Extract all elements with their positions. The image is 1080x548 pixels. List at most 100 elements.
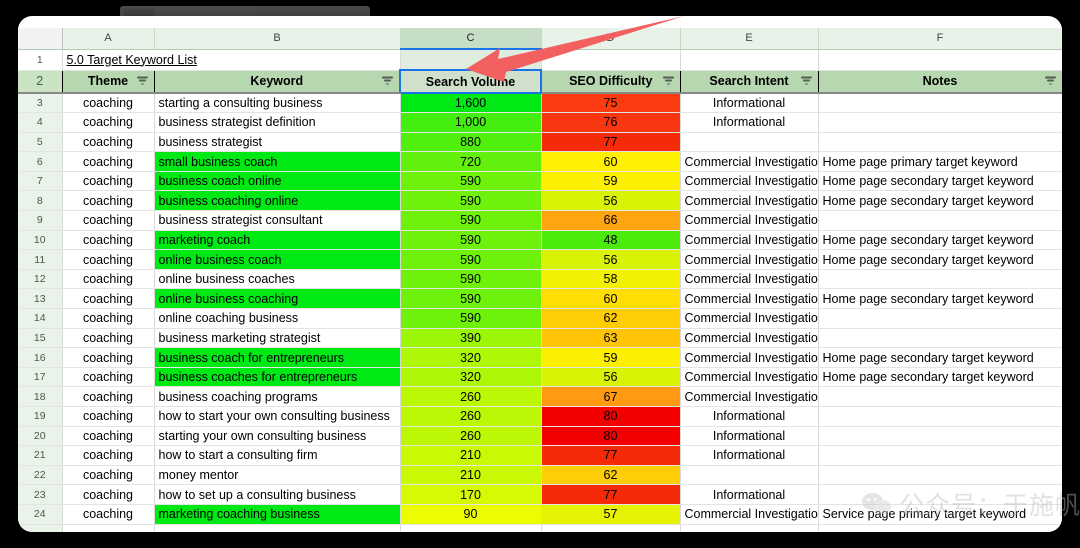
table-row[interactable]: 10 coaching marketing coach 590 48 Commercial… [18, 230, 1062, 251]
cell-search-intent[interactable]: Commercial Investigation [680, 190, 819, 212]
table-row[interactable]: 20 coaching starting your own consulting b… [18, 426, 1062, 447]
column-header-b[interactable]: B [154, 28, 401, 50]
table-row[interactable]: 3 coaching starting a consulting business 1… [18, 93, 1062, 114]
cell-notes[interactable]: Service page primary target keyword [818, 504, 1062, 525]
cell-notes[interactable] [818, 112, 1062, 133]
cell-keyword[interactable]: starting your own consulting business [154, 426, 401, 447]
row-number[interactable]: 5 [18, 132, 63, 153]
cell-search-volume[interactable]: 320 [400, 367, 542, 388]
table-row[interactable]: 19 coaching how to start your own consulti… [18, 406, 1062, 427]
empty-cell-e1[interactable] [680, 49, 819, 71]
table-row[interactable]: 5 coaching business strategist 880 77 [18, 132, 1062, 153]
table-row[interactable]: 17 coaching business coaches for entrepren… [18, 367, 1062, 388]
cell-search-volume[interactable]: 590 [400, 171, 542, 192]
cell-theme[interactable]: coaching [62, 308, 155, 329]
cell-notes[interactable] [818, 406, 1062, 427]
cell-theme[interactable]: coaching [62, 210, 155, 231]
cell-notes[interactable]: Home page secondary target keyword [818, 249, 1062, 270]
cell-theme[interactable]: coaching [62, 93, 155, 114]
cell-keyword[interactable]: business coach for entrepreneurs [154, 347, 401, 368]
cell-search-volume[interactable]: 590 [400, 210, 542, 231]
cell-notes[interactable]: Home page secondary target keyword [818, 367, 1062, 388]
cell-search-volume[interactable]: 90 [400, 504, 542, 525]
cell-seo-difficulty[interactable]: 77 [541, 445, 681, 466]
column-header-e[interactable]: E [680, 28, 819, 50]
cell-seo-difficulty[interactable]: 59 [541, 171, 681, 192]
row-number[interactable]: 9 [18, 210, 63, 231]
row-number[interactable]: 21 [18, 445, 63, 466]
cell-keyword[interactable]: business strategist definition [154, 112, 401, 133]
cell-seo-difficulty[interactable]: 56 [541, 367, 681, 388]
cell-search-intent[interactable] [680, 465, 819, 486]
table-row[interactable]: 11 coaching online business coach 590 56 Comm… [18, 249, 1062, 270]
row-number[interactable]: 22 [18, 465, 63, 486]
sheet-title-cell[interactable]: 5.0 Target Keyword List [62, 49, 401, 71]
cell-seo-difficulty[interactable]: 80 [541, 426, 681, 447]
table-row[interactable]: 6 coaching small business coach 720 60 Commer… [18, 151, 1062, 172]
cell-seo-difficulty[interactable]: 56 [541, 190, 681, 212]
cell-theme[interactable]: coaching [62, 288, 155, 310]
cell-keyword[interactable]: online business coaching [154, 288, 401, 310]
cell-search-intent[interactable]: Commercial Investigation [680, 347, 819, 368]
cell-search-intent[interactable]: Informational [680, 93, 819, 114]
cell-seo-difficulty[interactable]: 48 [541, 230, 681, 251]
row-number[interactable]: 12 [18, 269, 63, 290]
cell-seo-difficulty[interactable]: 75 [541, 93, 681, 114]
cell-notes[interactable] [818, 132, 1062, 153]
cell-seo-difficulty[interactable]: 66 [541, 210, 681, 231]
cell-search-volume[interactable]: 590 [400, 230, 542, 251]
row-number[interactable]: 10 [18, 230, 63, 251]
cell-keyword[interactable]: online business coaches [154, 269, 401, 290]
cell-search-volume[interactable]: 260 [400, 406, 542, 427]
column-header-f[interactable]: F [818, 28, 1062, 50]
row-number[interactable]: 1 [18, 49, 63, 71]
cell-keyword[interactable]: business strategist [154, 132, 401, 153]
cell-seo-difficulty[interactable]: 77 [541, 484, 681, 505]
cell-seo-difficulty[interactable]: 60 [541, 288, 681, 310]
cell-notes[interactable] [818, 93, 1062, 114]
cell-theme[interactable]: coaching [62, 484, 155, 505]
table-row[interactable]: 15 coaching business marketing strategist 3… [18, 328, 1062, 349]
cell-keyword[interactable]: business coaching online [154, 190, 401, 212]
cell-theme[interactable]: coaching [62, 367, 155, 388]
cell-theme[interactable]: coaching [62, 328, 155, 349]
cell-seo-difficulty[interactable]: 63 [541, 328, 681, 349]
filter-funnel-icon[interactable] [662, 76, 674, 86]
cell-notes[interactable]: Home page secondary target keyword [818, 190, 1062, 212]
cell-search-intent[interactable]: Informational [680, 484, 819, 505]
table-row[interactable]: 12 coaching online business coaches 590 58 Co… [18, 269, 1062, 290]
cell-keyword[interactable]: business coaches for entrepreneurs [154, 367, 401, 388]
cell-theme[interactable]: coaching [62, 406, 155, 427]
cell-seo-difficulty[interactable]: 62 [541, 308, 681, 329]
cell-search-intent[interactable]: Informational [680, 445, 819, 466]
cell-theme[interactable]: coaching [62, 171, 155, 192]
cell-search-intent[interactable]: Informational [680, 426, 819, 447]
cell-search-volume[interactable]: 1,600 [400, 93, 542, 114]
header-cell-seo-difficulty[interactable]: SEO Difficulty [541, 70, 681, 94]
cell-search-volume[interactable]: 1,000 [400, 112, 542, 133]
cell-search-volume[interactable]: 170 [400, 484, 542, 505]
cell-keyword[interactable]: online coaching business [154, 308, 401, 329]
table-row[interactable]: 21 coaching how to start a consulting firm… [18, 445, 1062, 466]
cell-search-intent[interactable] [680, 132, 819, 153]
row-number[interactable]: 2 [18, 70, 63, 94]
cell-theme[interactable]: coaching [62, 112, 155, 133]
cell-theme[interactable]: coaching [62, 269, 155, 290]
header-cell-theme[interactable]: Theme [62, 70, 155, 94]
cell-keyword[interactable]: how to start your own consulting busines… [154, 406, 401, 427]
cell-notes[interactable] [818, 426, 1062, 447]
column-header-a[interactable]: A [62, 28, 155, 50]
table-row[interactable]: 24 coaching marketing coaching business 90 5… [18, 504, 1062, 525]
cell-search-volume[interactable]: 590 [400, 190, 542, 212]
cell-search-intent[interactable]: Commercial Investigation [680, 269, 819, 290]
cell-search-volume[interactable]: 260 [400, 386, 542, 407]
cell-theme[interactable]: coaching [62, 504, 155, 525]
row-number[interactable]: 23 [18, 484, 63, 505]
cell-search-volume[interactable]: 390 [400, 328, 542, 349]
cell-theme[interactable]: coaching [62, 230, 155, 251]
cell-notes[interactable] [818, 445, 1062, 466]
filter-funnel-icon[interactable] [800, 76, 812, 86]
cell-search-intent[interactable]: Informational [680, 112, 819, 133]
cell-theme[interactable]: coaching [62, 426, 155, 447]
cell-search-volume[interactable]: 590 [400, 308, 542, 329]
